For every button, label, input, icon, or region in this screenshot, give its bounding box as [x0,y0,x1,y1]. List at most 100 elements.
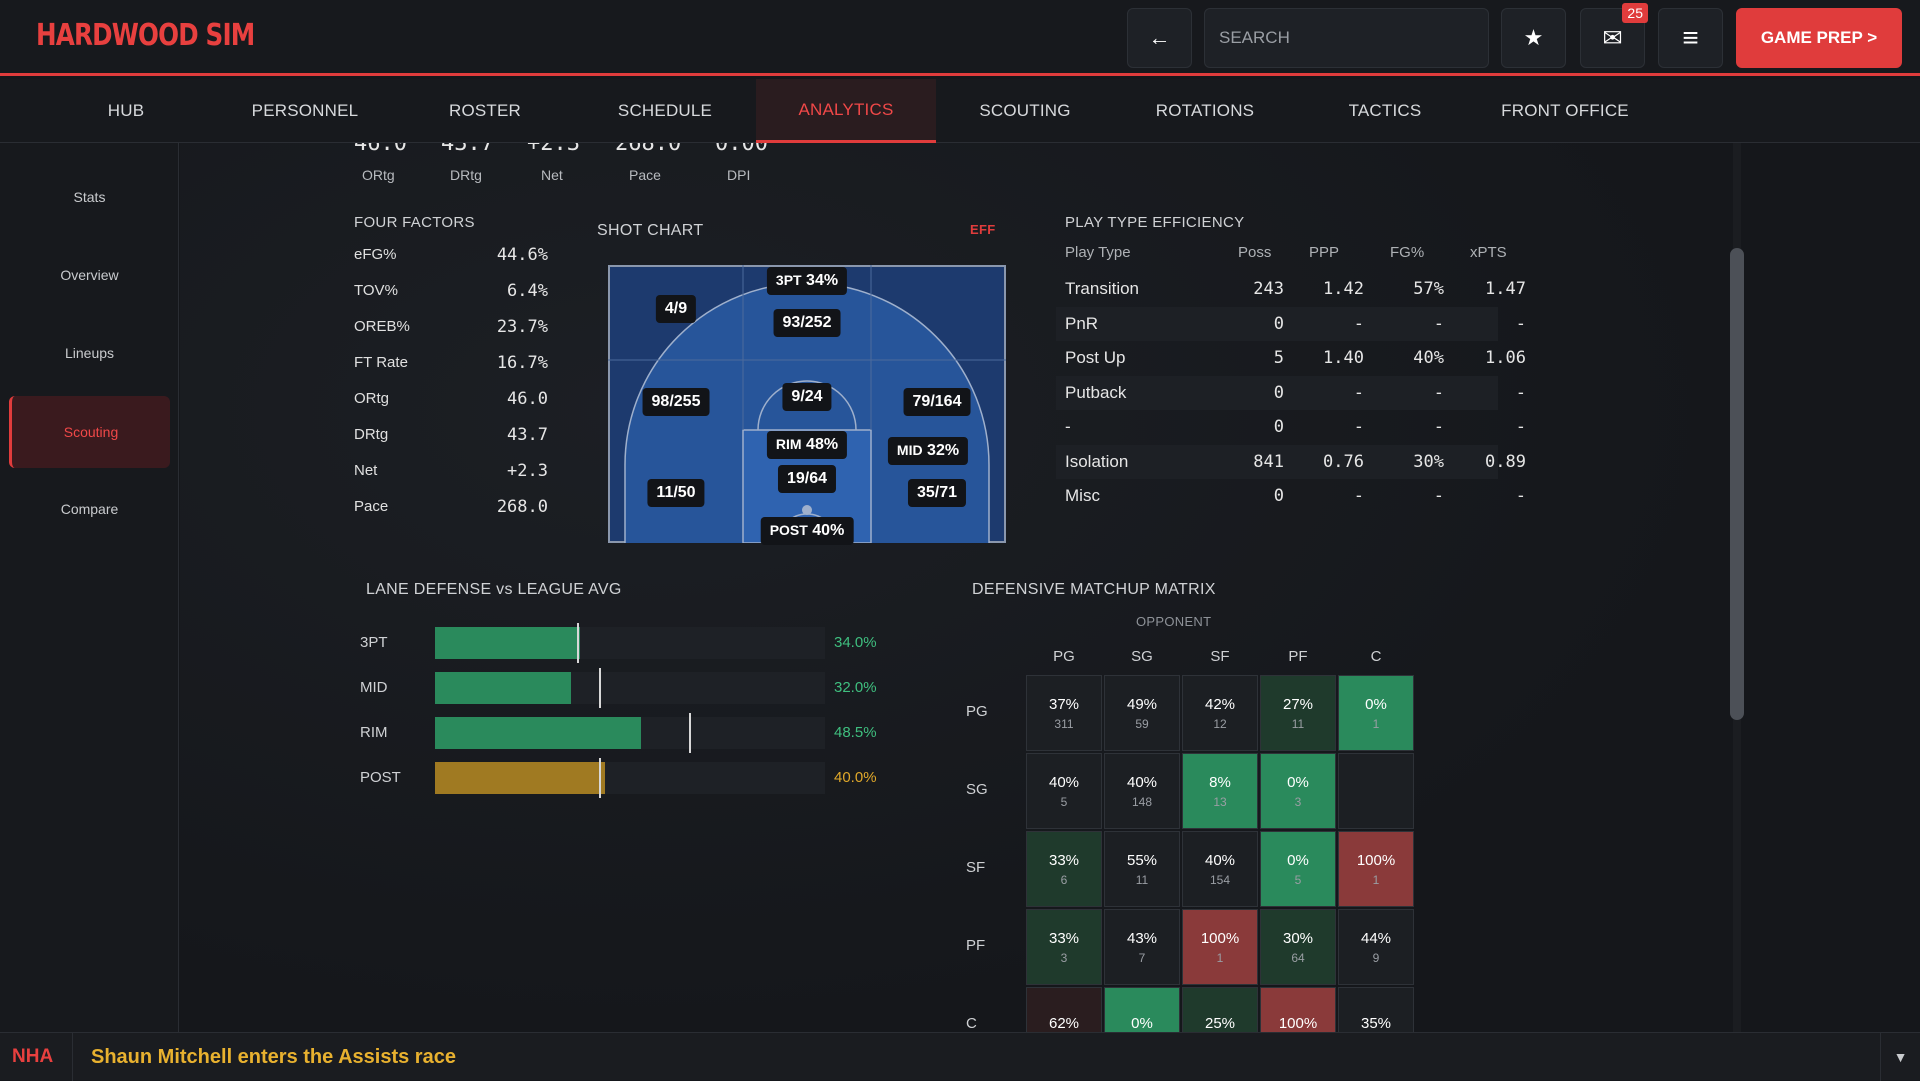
tab-analytics[interactable]: ANALYTICS [756,79,936,143]
matrix-cell[interactable]: 42% 12 [1182,675,1258,751]
shot-zone-post[interactable]: POST 40% [760,517,854,545]
app-logo[interactable]: HARDWOOD SIM [36,18,255,53]
matrix-cell[interactable]: 8% 13 [1182,753,1258,829]
ticker-headline[interactable]: Shaun Mitchell enters the Assists race [91,1046,456,1068]
matrix-cell-pct: 35% [1360,1014,1392,1032]
sidebar-item-compare[interactable]: Compare [60,501,119,517]
matrix-cell[interactable]: 30% 64 [1260,909,1336,985]
lane-label: 3PT [360,634,388,651]
matrix-cell[interactable]: 44% 9 [1338,909,1414,985]
summary-drtg-label: DRtg [450,167,482,183]
shot-chart-mode-toggle[interactable]: EFF [970,222,996,237]
shot-zone-mid[interactable]: MID 32% [887,437,969,465]
play-type-row[interactable]: - 0 - - - [1056,410,1526,444]
play-type-row[interactable]: Transition 243 1.42 57% 1.47 [1056,272,1526,306]
matrix-cell-pct: 55% [1126,851,1158,869]
shot-zone-baseline-right[interactable]: 35/71 [907,479,967,507]
matrix-cell[interactable]: 55% 11 [1104,831,1180,907]
matrix-cell-count: 1 [1372,872,1380,887]
matrix-cell[interactable]: 0% 5 [1260,831,1336,907]
play-type-row[interactable]: Misc 0 - - - [1056,479,1526,513]
matrix-row-header: PF [966,937,986,954]
matrix-cell-pct: 100% [1278,1014,1318,1032]
league-average-marker [577,623,580,663]
matrix-cell-pct: 0% [1131,1014,1153,1032]
tab-schedule[interactable]: SCHEDULE [617,101,713,120]
tab-scouting[interactable]: SCOUTING [979,101,1071,120]
matrix-cell[interactable]: 100% 1 [1338,831,1414,907]
matrix-cell[interactable]: 33% 6 [1026,831,1102,907]
shot-zone-baseline-left[interactable]: 11/50 [647,479,705,507]
summary-net-value: +2.3 [527,143,580,156]
play-type-row[interactable]: PnR 0 - - - [1056,306,1526,341]
matrix-cell[interactable]: 43% 7 [1104,909,1180,985]
tab-rotations[interactable]: ROTATIONS [1155,101,1255,120]
tab-personnel[interactable]: PERSONNEL [251,101,359,120]
matrix-cell-count: 1 [1372,716,1380,731]
four-factor-value: 46.0 [507,389,548,409]
matrix-cell[interactable]: 33% 3 [1026,909,1102,985]
play-type-row[interactable]: Post Up 5 1.40 40% 1.06 [1056,341,1526,375]
lane-bar-track [435,668,825,708]
matrix-cell[interactable]: 100% [1260,987,1336,1032]
lane-label: POST [360,769,401,786]
tab-tactics[interactable]: TACTICS [1348,101,1422,120]
matrix-cell[interactable]: 62% [1026,987,1102,1032]
summary-ortg-label: ORtg [362,167,395,183]
play-type-value: 1.42 [1323,279,1364,299]
scrollbar-thumb[interactable] [1730,248,1744,720]
sidebar-item-stats[interactable]: Stats [73,189,106,205]
tab-roster[interactable]: ROSTER [448,101,522,120]
summary-pace-value: 268.0 [615,143,682,156]
shot-zone-top-three[interactable]: 93/252 [773,309,841,337]
tab-front-office[interactable]: FRONT OFFICE [1501,101,1629,120]
menu-button[interactable]: ≡ [1658,8,1723,68]
sidebar-item-lineups[interactable]: Lineups [64,345,115,361]
sidebar-item-overview[interactable]: Overview [60,267,119,283]
play-type-value: 0.89 [1485,451,1526,472]
matrix-cell[interactable]: 40% 154 [1182,831,1258,907]
matrix-cell[interactable] [1338,753,1414,829]
ticker-collapse-button[interactable]: ▼ [1880,1033,1920,1081]
matrix-cell[interactable]: 0% [1104,987,1180,1032]
shot-zone-pct: 48% [806,436,839,453]
matrix-cell[interactable]: 100% 1 [1182,909,1258,985]
shot-chart-title: SHOT CHART [597,222,704,239]
matrix-cell[interactable]: 25% [1182,987,1258,1032]
matrix-cell-count: 9 [1372,950,1380,965]
play-type-value: - [1515,486,1526,506]
back-button[interactable]: ← [1127,8,1192,68]
shot-zone-corner-left[interactable]: 4/9 [655,295,697,323]
matrix-cell-count: 5 [1060,794,1068,809]
play-type-value: 1.06 [1485,348,1526,368]
shot-zone-rim[interactable]: RIM 48% [766,431,848,459]
shot-zone-wing-right[interactable]: 79/164 [903,388,971,416]
game-prep-button[interactable]: GAME PREP > [1736,8,1902,68]
matrix-cell[interactable]: 40% 5 [1026,753,1102,829]
shot-zone-wing-left[interactable]: 98/255 [642,388,710,416]
matrix-cell[interactable]: 49% 59 [1104,675,1180,751]
matrix-cell-pct: 42% [1204,695,1236,713]
matrix-cell[interactable]: 0% 1 [1338,675,1414,751]
matrix-cell[interactable]: 37% 311 [1026,675,1102,751]
summary-pace-label: Pace [629,167,661,183]
search-input[interactable] [1204,8,1489,68]
play-type-row[interactable]: Isolation 841 0.76 30% 0.89 [1056,444,1526,479]
main-nav: HUB PERSONNEL ROSTER SCHEDULE ANALYTICS … [0,79,1920,143]
shot-zone-3pt[interactable]: 3PT 34% [766,267,848,295]
matrix-cell-pct: 8% [1209,773,1231,791]
matrix-cell[interactable]: 0% 3 [1260,753,1336,829]
play-type-row[interactable]: Putback 0 - - - [1056,375,1526,410]
shot-zone-rim-count[interactable]: 19/64 [777,465,837,493]
sidebar-item-scouting[interactable]: Scouting [9,396,170,468]
favorites-button[interactable]: ★ [1501,8,1566,68]
lane-label: MID [360,679,388,696]
matrix-cell[interactable]: 27% 11 [1260,675,1336,751]
shot-zone-pct: 32% [927,442,960,459]
four-factor-label: Pace [354,498,389,515]
matrix-cell[interactable]: 40% 148 [1104,753,1180,829]
tab-hub[interactable]: HUB [107,101,145,120]
shot-zone-elbow[interactable]: 9/24 [782,383,832,411]
matrix-cell[interactable]: 35% [1338,987,1414,1032]
inbox-button[interactable]: ✉ 25 [1580,3,1648,68]
